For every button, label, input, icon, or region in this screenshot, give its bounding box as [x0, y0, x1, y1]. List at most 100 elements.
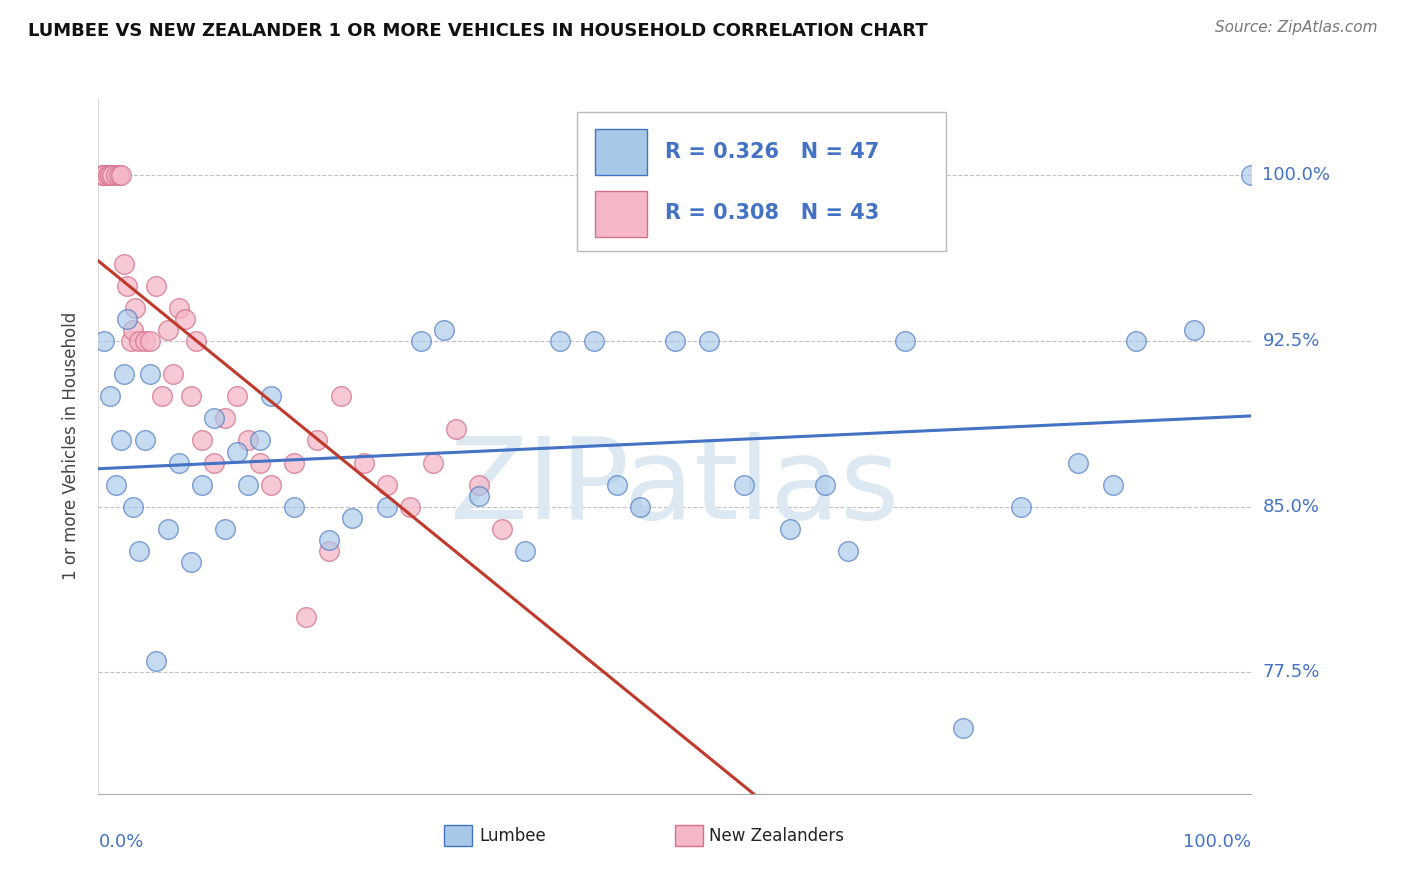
Point	[112, 257, 135, 271]
Point	[139, 368, 162, 382]
Point	[307, 434, 329, 448]
Point	[1125, 334, 1147, 348]
Text: 77.5%: 77.5%	[1263, 664, 1320, 681]
Point	[260, 477, 283, 491]
Point	[340, 510, 363, 524]
Text: New Zealanders: New Zealanders	[710, 827, 845, 846]
Point	[156, 323, 179, 337]
Point	[162, 368, 184, 382]
Point	[145, 654, 167, 668]
Point	[202, 411, 225, 425]
Point	[90, 169, 112, 183]
Point	[468, 477, 491, 491]
Point	[329, 389, 352, 403]
Point	[699, 334, 721, 348]
Point	[180, 389, 202, 403]
Point	[174, 312, 197, 326]
Point	[122, 500, 145, 514]
Point	[733, 477, 755, 491]
Point	[104, 169, 127, 183]
Point	[238, 477, 260, 491]
Point	[1102, 477, 1125, 491]
Point	[98, 169, 121, 183]
Text: 100.0%: 100.0%	[1184, 833, 1251, 851]
Text: Source: ZipAtlas.com: Source: ZipAtlas.com	[1215, 20, 1378, 35]
Point	[398, 500, 420, 514]
Point	[411, 334, 433, 348]
Text: 100.0%: 100.0%	[1263, 167, 1330, 185]
Point	[134, 334, 156, 348]
Point	[214, 522, 236, 536]
Point	[104, 477, 127, 491]
Point	[110, 169, 132, 183]
Text: 92.5%: 92.5%	[1263, 332, 1320, 350]
Bar	[444, 825, 472, 846]
Point	[97, 169, 120, 183]
Point	[779, 522, 801, 536]
Point	[214, 411, 236, 425]
Point	[353, 456, 375, 470]
Y-axis label: 1 or more Vehicles in Household: 1 or more Vehicles in Household	[62, 312, 80, 580]
Point	[628, 500, 651, 514]
Point	[167, 301, 190, 315]
Point	[156, 522, 179, 536]
Point	[433, 323, 456, 337]
Point	[110, 434, 132, 448]
Point	[814, 477, 837, 491]
Text: 0.0%: 0.0%	[98, 833, 143, 851]
Point	[101, 169, 124, 183]
Point	[93, 169, 115, 183]
Text: LUMBEE VS NEW ZEALANDER 1 OR MORE VEHICLES IN HOUSEHOLD CORRELATION CHART: LUMBEE VS NEW ZEALANDER 1 OR MORE VEHICL…	[28, 22, 928, 40]
Point	[249, 434, 271, 448]
Point	[491, 522, 513, 536]
Point	[93, 334, 115, 348]
Point	[295, 610, 318, 624]
Point	[548, 334, 571, 348]
Point	[124, 301, 146, 315]
Point	[186, 334, 208, 348]
Point	[1067, 456, 1090, 470]
Point	[1010, 500, 1032, 514]
Point	[318, 544, 340, 558]
Point	[249, 456, 271, 470]
Point	[606, 477, 628, 491]
Point	[191, 477, 214, 491]
Point	[139, 334, 162, 348]
Point	[583, 334, 606, 348]
Point	[422, 456, 444, 470]
Point	[1240, 169, 1263, 183]
Point	[122, 323, 145, 337]
Point	[225, 444, 247, 458]
Bar	[675, 825, 703, 846]
Point	[375, 477, 398, 491]
Point	[318, 533, 340, 547]
Text: 85.0%: 85.0%	[1263, 498, 1319, 516]
Point	[120, 334, 142, 348]
Point	[128, 334, 150, 348]
Point	[191, 434, 214, 448]
Point	[134, 434, 156, 448]
Point	[202, 456, 225, 470]
Point	[167, 456, 190, 470]
Point	[112, 368, 135, 382]
Point	[108, 169, 131, 183]
Point	[150, 389, 173, 403]
Point	[128, 544, 150, 558]
Point	[375, 500, 398, 514]
Point	[894, 334, 917, 348]
Point	[283, 500, 305, 514]
Point	[238, 434, 260, 448]
Point	[98, 389, 121, 403]
Point	[260, 389, 283, 403]
Text: ZIPatlas: ZIPatlas	[450, 433, 900, 543]
Point	[180, 555, 202, 569]
Point	[117, 278, 139, 293]
Point	[513, 544, 536, 558]
Point	[444, 422, 467, 436]
Point	[225, 389, 247, 403]
Point	[145, 278, 167, 293]
Point	[468, 489, 491, 503]
Point	[664, 334, 686, 348]
Text: Lumbee: Lumbee	[479, 827, 546, 846]
Point	[952, 721, 974, 735]
